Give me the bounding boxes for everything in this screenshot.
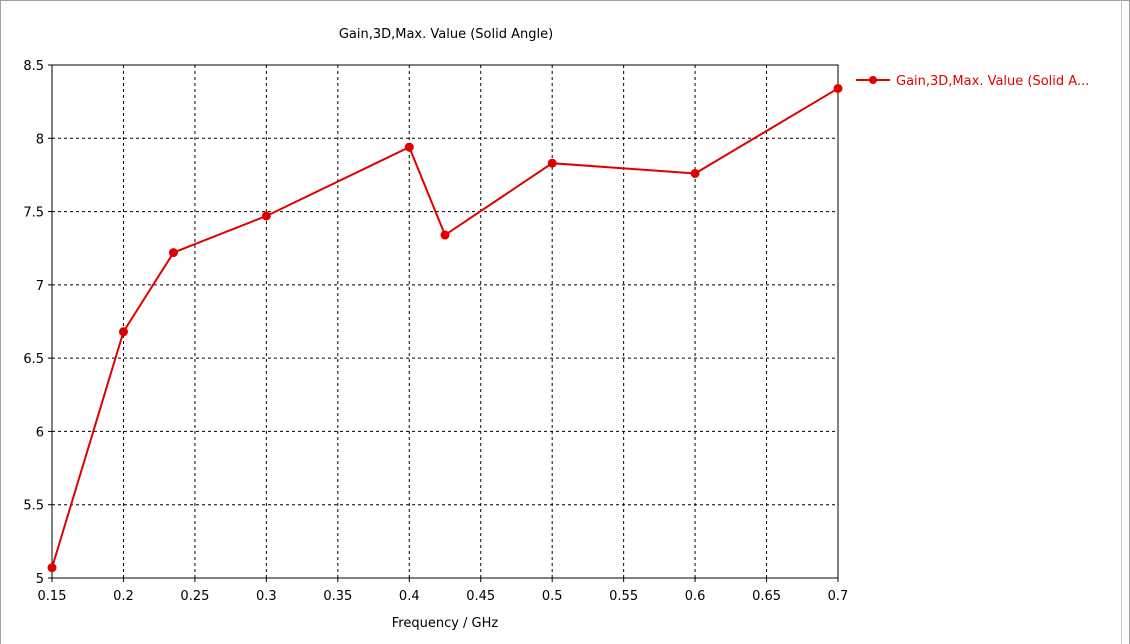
series-lines [47, 83, 843, 573]
y-tick-label: 6 [36, 425, 44, 440]
y-axis-tick-labels: 5 5.5 6 6.5 7 7.5 8 8.5 [23, 59, 44, 587]
x-tick-label: 0.6 [685, 589, 706, 604]
data-point [404, 142, 414, 152]
legend-label: Gain,3D,Max. Value (Solid A... [896, 74, 1089, 89]
data-point [118, 327, 128, 337]
x-tick-label: 0.7 [828, 589, 849, 604]
x-tick-label: 0.4 [399, 589, 420, 604]
axis-ticks [48, 64, 839, 582]
data-point [690, 168, 700, 178]
grid [52, 65, 838, 578]
chart-title: Gain,3D,Max. Value (Solid Angle) [339, 27, 553, 42]
y-tick-label: 5 [36, 572, 44, 587]
x-tick-label: 0.25 [180, 589, 209, 604]
y-tick-label: 7 [36, 279, 44, 294]
data-point [440, 230, 450, 240]
window-edge [1121, 0, 1122, 644]
x-tick-label: 0.45 [466, 589, 495, 604]
x-tick-label: 0.35 [323, 589, 352, 604]
data-point [547, 158, 557, 168]
legend: Gain,3D,Max. Value (Solid A... [856, 74, 1089, 89]
x-axis-label: Frequency / GHz [392, 616, 499, 631]
legend-marker [869, 76, 877, 84]
data-point [833, 83, 843, 93]
x-tick-label: 0.65 [752, 589, 781, 604]
x-tick-label: 0.5 [542, 589, 563, 604]
series-line [51, 87, 839, 569]
x-tick-label: 0.15 [38, 589, 67, 604]
plot-area [51, 64, 839, 579]
data-point [168, 248, 178, 258]
y-tick-label: 8 [36, 132, 44, 147]
y-tick-label: 6.5 [23, 352, 44, 367]
data-point [47, 563, 57, 573]
y-tick-label: 5.5 [23, 499, 44, 514]
x-axis-tick-labels: 0.15 0.2 0.25 0.3 0.35 0.4 0.45 0.5 0.55 0.6 0.65 0… [38, 589, 849, 604]
data-point [261, 211, 271, 221]
x-tick-label: 0.3 [256, 589, 277, 604]
y-tick-label: 7.5 [23, 206, 44, 221]
y-tick-label: 8.5 [23, 59, 44, 74]
x-tick-label: 0.2 [113, 589, 134, 604]
x-tick-label: 0.55 [609, 589, 638, 604]
